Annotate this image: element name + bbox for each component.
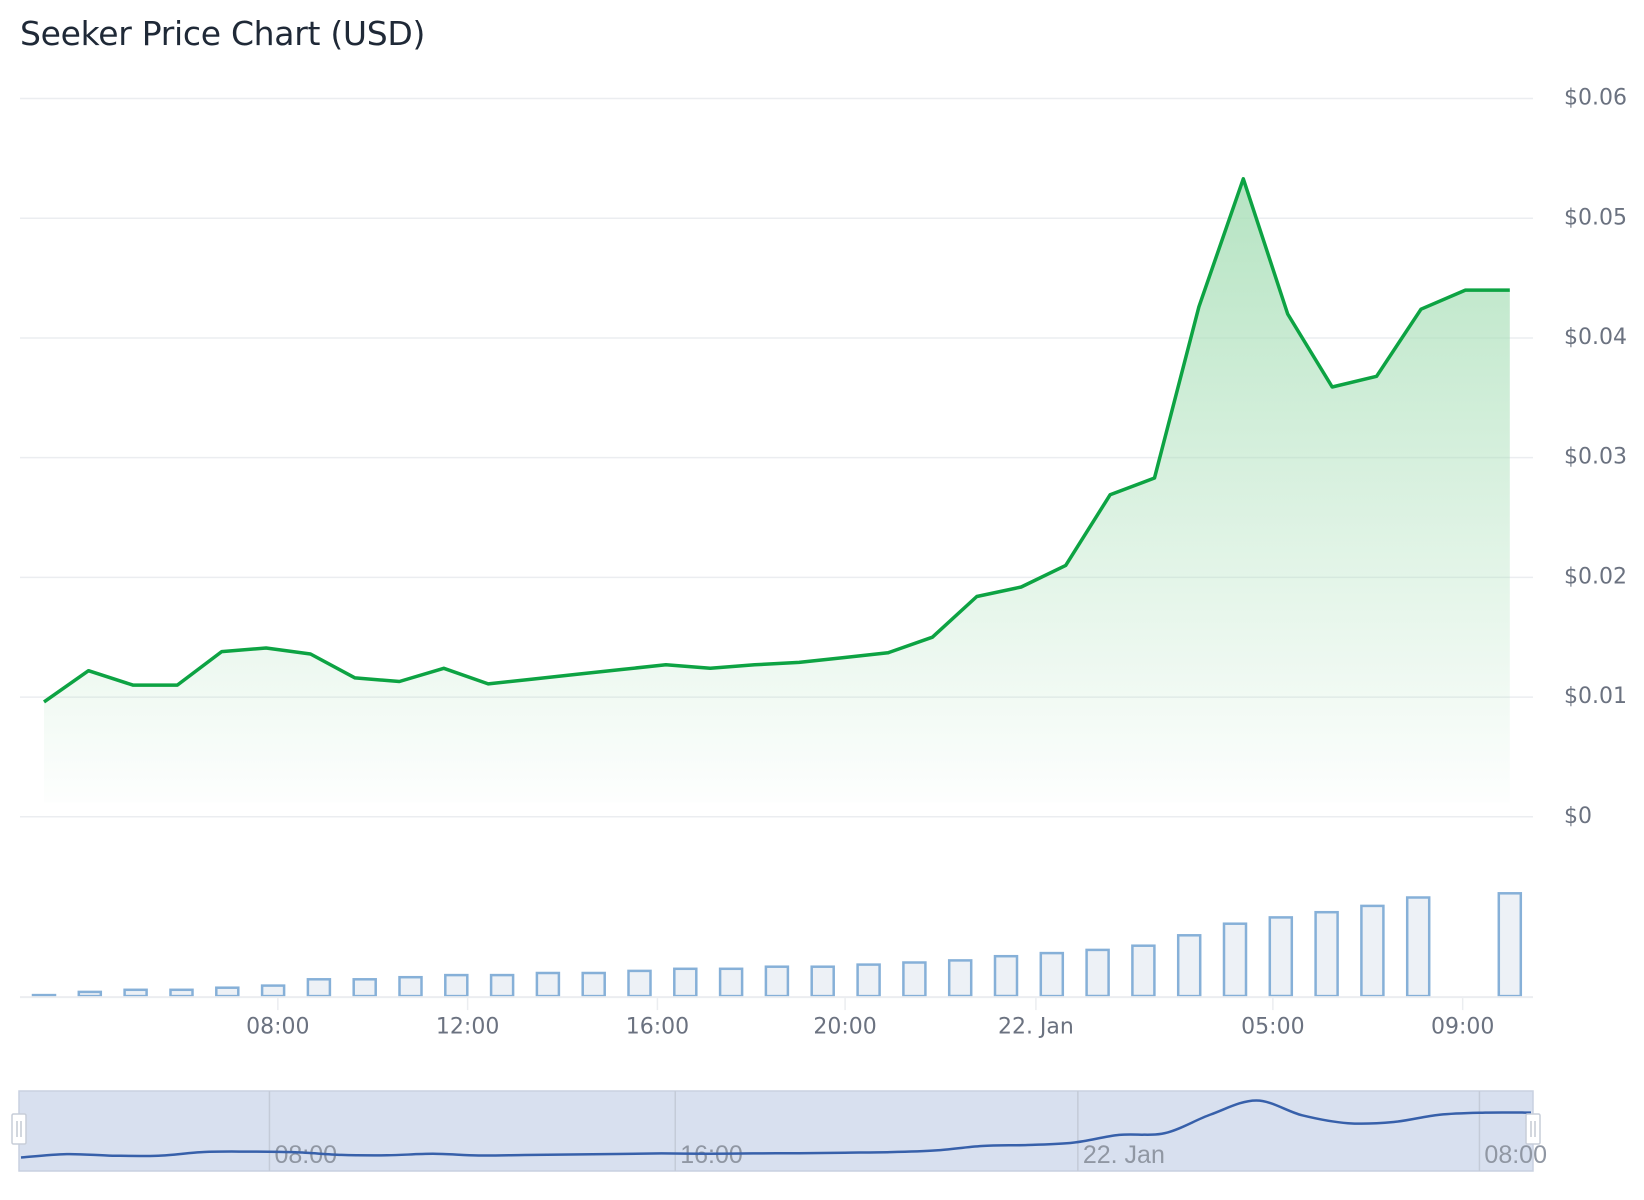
navigator-selection[interactable] [18, 1090, 1534, 1172]
volume-bar[interactable] [993, 954, 1019, 998]
volume-bar[interactable] [1222, 922, 1248, 998]
volume-bar[interactable] [1314, 910, 1339, 998]
navigator-series [20, 1099, 1532, 1159]
volume-bar[interactable] [77, 990, 103, 998]
navigator-label: 22. Jan [1083, 1141, 1165, 1169]
volume-bar[interactable] [31, 993, 57, 998]
volume-bar[interactable] [764, 965, 790, 998]
x-tick-label: 22. Jan [998, 1014, 1074, 1039]
volume-bar[interactable] [1497, 892, 1523, 998]
volume-bar[interactable] [306, 978, 332, 998]
volume-bar[interactable] [902, 961, 927, 998]
volume-bar[interactable] [627, 969, 652, 998]
price-line[interactable] [42, 177, 1510, 704]
volume-bar[interactable] [535, 971, 561, 998]
volume-bar[interactable] [1268, 916, 1294, 998]
navigator-left-handle[interactable] [11, 1113, 27, 1145]
volume-bars[interactable] [31, 892, 1523, 998]
volume-bar[interactable] [169, 988, 194, 998]
volume-bar[interactable] [581, 971, 606, 998]
x-tick-label: 12:00 [436, 1014, 499, 1039]
y-axis-labels: $0.06 $0.05 $0.04 $0.03 $0.02 $0.01 $0 [1564, 86, 1627, 829]
volume-bar[interactable] [398, 975, 423, 998]
price-area [44, 178, 1510, 803]
volume-bar[interactable] [489, 973, 515, 998]
navigator-right-handle[interactable] [1525, 1113, 1541, 1145]
x-tick-label: 20:00 [813, 1014, 876, 1039]
volume-bar[interactable] [1085, 948, 1110, 998]
y-tick-label: $0.04 [1564, 325, 1627, 350]
volume-bar[interactable] [444, 973, 469, 998]
chart-title: Seeker Price Chart (USD) [20, 14, 426, 53]
volume-bar[interactable] [260, 984, 286, 998]
volume-bar[interactable] [1405, 896, 1431, 998]
navigator[interactable]: 08:00 16:00 22. Jan 08:00 [11, 1090, 1547, 1172]
navigator-label: 08:00 [1484, 1141, 1547, 1169]
volume-bar[interactable] [352, 978, 377, 998]
volume-bar[interactable] [1176, 934, 1202, 998]
volume-bar[interactable] [123, 988, 148, 998]
volume-bar[interactable] [1131, 944, 1156, 998]
x-axis: 08:00 12:00 16:00 20:00 22. Jan 05:00 09:00 [246, 998, 1494, 1039]
x-tick-label: 16:00 [626, 1014, 689, 1039]
x-tick-label: 08:00 [246, 1014, 309, 1039]
y-tick-label: $0.06 [1564, 86, 1627, 111]
volume-bar[interactable] [1360, 904, 1385, 998]
y-tick-label: $0.05 [1564, 205, 1627, 230]
volume-bar[interactable] [673, 967, 698, 998]
volume-bar[interactable] [215, 986, 240, 998]
y-tick-label: $0.01 [1564, 684, 1627, 709]
volume-bar[interactable] [718, 967, 744, 998]
volume-bar[interactable] [1039, 951, 1065, 998]
volume-bar[interactable] [856, 963, 881, 998]
volume-bar[interactable] [810, 965, 835, 998]
x-tick-label: 05:00 [1241, 1014, 1304, 1039]
y-tick-label: $0.02 [1564, 564, 1627, 589]
x-tick-label: 09:00 [1431, 1014, 1494, 1039]
y-tick-label: $0 [1564, 804, 1592, 829]
volume-bar[interactable] [947, 959, 973, 998]
y-tick-label: $0.03 [1564, 445, 1627, 470]
